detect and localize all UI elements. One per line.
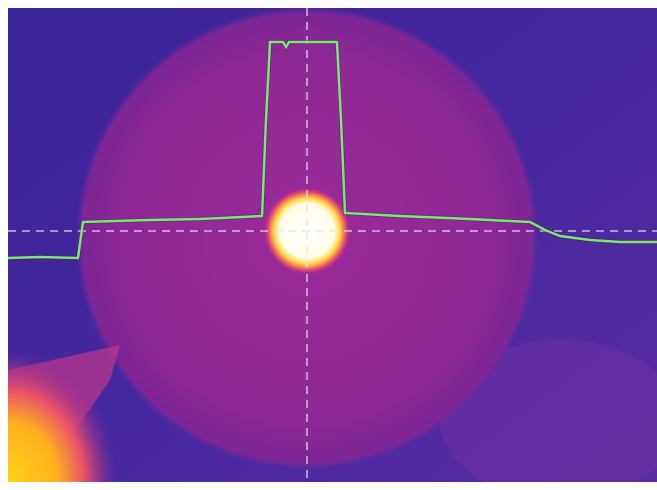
thermal-image xyxy=(0,0,657,490)
page xyxy=(0,0,657,490)
thermal-scene xyxy=(8,6,657,490)
hot-corner xyxy=(8,350,118,482)
